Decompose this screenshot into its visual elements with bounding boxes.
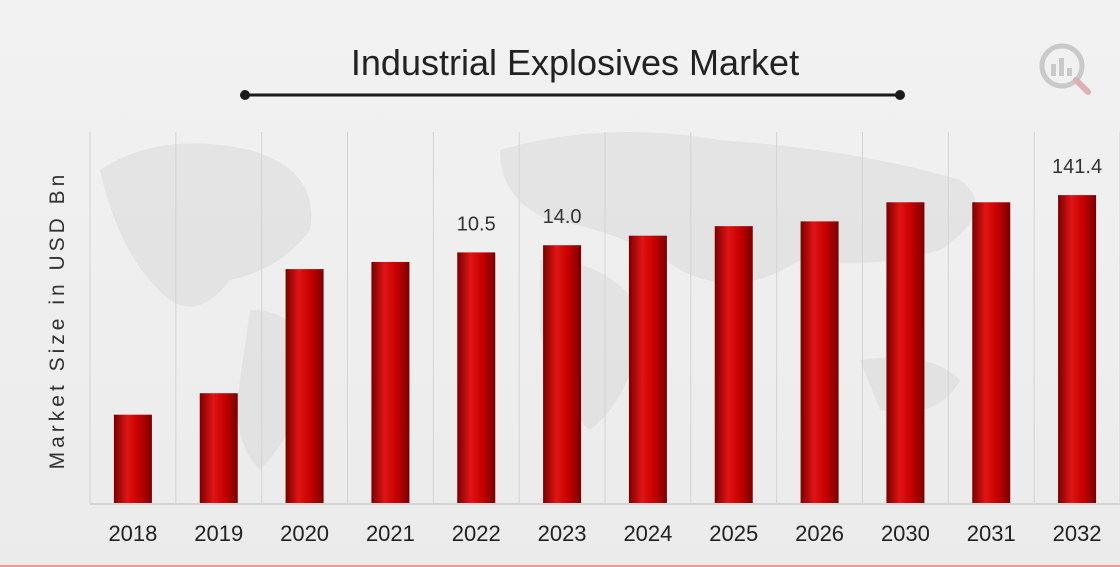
bar-2023	[543, 245, 582, 504]
bar-2022	[457, 252, 496, 503]
bar-2026	[800, 221, 839, 503]
x-tick-2022: 2022	[452, 521, 501, 546]
bar-2018	[113, 414, 152, 503]
x-tick-2030: 2030	[881, 521, 930, 546]
x-tick-2021: 2021	[366, 521, 415, 546]
bar-2024	[628, 235, 667, 503]
logo-icon	[1039, 43, 1091, 95]
x-tick-2032: 2032	[1053, 521, 1102, 546]
gridlines	[89, 132, 1120, 505]
bar-2020	[285, 269, 324, 503]
chart-title: Industrial Explosives Market	[350, 42, 800, 83]
x-tick-2020: 2020	[280, 521, 329, 546]
bottom-accent-line	[0, 565, 1120, 567]
bars	[113, 195, 1097, 504]
bar-2025	[714, 226, 753, 503]
data-label-2032: 141.4	[1052, 156, 1102, 178]
title-underline	[240, 90, 905, 100]
bar-2019	[199, 393, 238, 503]
bar-2030	[886, 202, 925, 503]
data-label-2023: 14.0	[543, 206, 582, 228]
x-tick-2026: 2026	[795, 521, 844, 546]
x-tick-2025: 2025	[709, 521, 758, 546]
x-tick-2024: 2024	[623, 521, 672, 546]
data-label-2022: 10.5	[457, 213, 496, 235]
x-tick-2018: 2018	[108, 521, 157, 546]
x-tick-2019: 2019	[194, 521, 243, 546]
bar-2031	[972, 202, 1011, 503]
x-tick-2023: 2023	[538, 521, 587, 546]
bar-2032	[1058, 195, 1097, 503]
bar-2021	[371, 261, 410, 503]
x-tick-2031: 2031	[967, 521, 1016, 546]
data-labels: 10.5 14.0 141.4	[457, 156, 1102, 235]
x-tick-labels: 2018 2019 2020 2021 2022 2023 2024 2025 2026 2030…	[108, 521, 1101, 546]
